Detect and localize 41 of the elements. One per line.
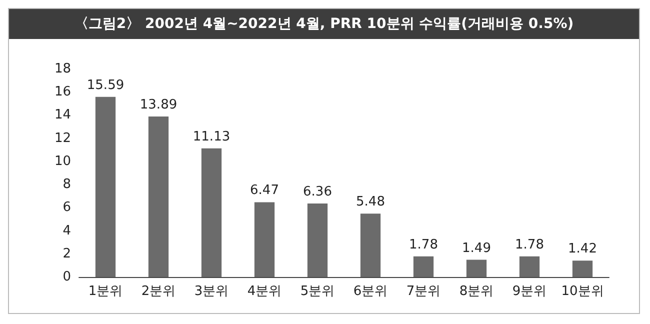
data-label: 1.78 (515, 237, 544, 252)
bar (466, 260, 487, 277)
y-tick-label: 10 (54, 154, 71, 169)
bar (572, 260, 593, 277)
data-label: 15.59 (86, 78, 124, 93)
bar (519, 256, 540, 277)
y-tick-label: 12 (54, 130, 71, 146)
x-tick-label: 5분위 (300, 284, 335, 299)
x-tick-label: 4분위 (247, 284, 282, 299)
bar (95, 96, 116, 277)
x-tick-label: 6분위 (353, 284, 388, 299)
y-tick-label: 4 (62, 223, 71, 238)
x-tick-label: 10분위 (561, 284, 604, 299)
data-label: 1.49 (462, 240, 491, 256)
bar (254, 202, 275, 277)
data-label: 1.42 (568, 242, 597, 257)
bar (307, 204, 328, 277)
x-tick-label: 2분위 (141, 284, 176, 299)
data-label: 6.36 (303, 184, 332, 200)
data-label: 13.89 (140, 97, 178, 112)
y-tick-label: 8 (62, 177, 71, 192)
y-tick-label: 18 (54, 62, 71, 76)
x-tick-label: 9분위 (512, 284, 547, 299)
y-tick-label: 6 (62, 200, 71, 216)
x-tick-label: 8분위 (459, 284, 494, 299)
data-label: 1.78 (409, 237, 438, 252)
x-tick-label: 3분위 (194, 284, 229, 299)
y-tick-label: 16 (54, 84, 71, 100)
y-tick-label: 14 (54, 108, 71, 123)
bar (413, 256, 434, 277)
chart-title: 〈그림2〉 2002년 4월~2022년 4월, PRR 10분위 수익률(거래비용 0.5%) (9, 9, 639, 39)
y-tick-label: 2 (62, 246, 71, 262)
bar (148, 116, 169, 277)
data-label: 6.47 (250, 183, 279, 198)
bar (360, 214, 381, 277)
x-tick-label: 1분위 (88, 284, 123, 299)
y-tick-label: 0 (62, 270, 71, 284)
data-label: 5.48 (356, 194, 385, 210)
data-label: 11.13 (192, 129, 230, 144)
bar (201, 148, 222, 277)
x-tick-label: 7분위 (406, 284, 441, 299)
